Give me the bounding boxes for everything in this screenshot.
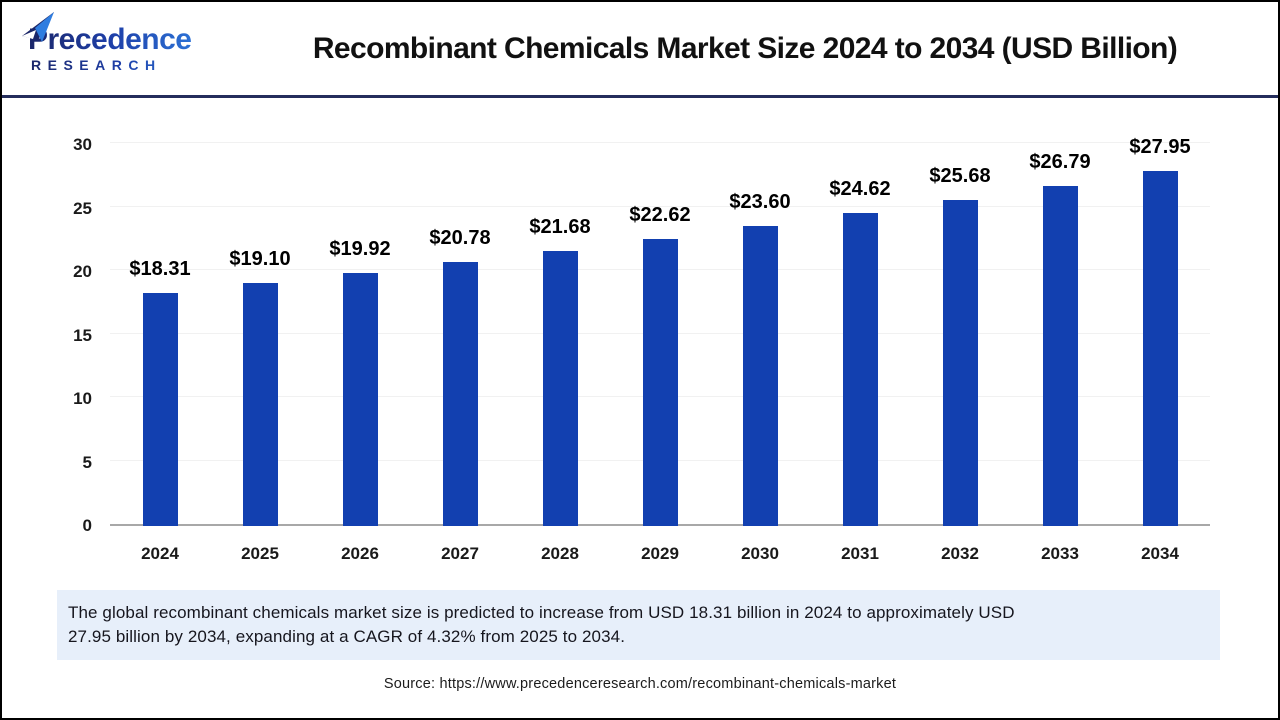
y-axis-label: 25 (73, 198, 92, 218)
bar-column: $25.68 (910, 145, 1010, 526)
x-axis-label: 2029 (641, 544, 679, 563)
x-axis-label: 2024 (141, 544, 179, 563)
bar-2031 (842, 213, 878, 526)
bar-value-label: $23.60 (729, 191, 791, 214)
bar-value-label: $22.62 (629, 203, 691, 226)
bar-2030 (742, 226, 778, 526)
bar-2034 (1142, 171, 1178, 526)
bar-columns: $18.31 $19.10 $19.92 $20.78 $21.68 $22.62 $23.… (110, 136, 1210, 526)
gridline (110, 205, 1210, 207)
title-wrap: Recombinant Chemicals Market Size 2024 t… (212, 32, 1278, 66)
x-axis-label: 2028 (541, 544, 579, 563)
bar-2032 (942, 199, 978, 526)
y-axis-label: 5 (82, 452, 92, 472)
bar-2033 (1042, 185, 1078, 526)
x-axis-label: 2034 (1141, 544, 1179, 563)
y-axis-label: 20 (73, 262, 92, 281)
bar-column: $22.62 (610, 145, 710, 526)
bar-value-label: $18.31 (129, 258, 191, 281)
bar-2025 (242, 283, 278, 526)
chart-area: $18.31 $19.10 $19.92 $20.78 $21.68 $22.62 $23.… (2, 98, 1278, 564)
bar-value-label: $24.62 (829, 178, 891, 201)
description-line: 27.95 billion by 2034, expanding at a CA… (68, 627, 626, 646)
bar-value-label: $25.68 (929, 164, 991, 187)
x-axis-label: 2032 (941, 544, 979, 563)
x-axis-label: 2025 (241, 544, 279, 563)
bar-column: $27.95 (1110, 136, 1210, 526)
bar-column: $18.31 (110, 145, 210, 526)
gridline (110, 142, 1210, 143)
bar-2024 (142, 293, 178, 526)
bar-value-label: $19.92 (329, 238, 391, 261)
precedence-research-logo: Precedence RESEARCH (2, 12, 212, 73)
logo-subtitle: RESEARCH (28, 57, 212, 73)
header: Precedence RESEARCH Recombinant Chemical… (2, 2, 1278, 98)
bar-column: $20.78 (410, 145, 510, 526)
x-axis-label: 2026 (341, 544, 379, 563)
description-box: The global recombinant chemicals market … (57, 590, 1220, 660)
bar-value-label: $27.95 (1129, 136, 1191, 159)
y-axis-label: 30 (73, 135, 92, 154)
bar-column: $24.62 (810, 145, 910, 526)
bar-2029 (642, 238, 678, 526)
bar-value-label: $26.79 (1029, 150, 1091, 173)
description-line: The global recombinant chemicals market … (68, 603, 1015, 622)
bar-column: $23.60 (710, 145, 810, 526)
source-line: Source: https://www.precedenceresearch.c… (383, 676, 897, 692)
logo-name: Precedence (28, 24, 212, 56)
bar-value-label: $19.10 (229, 248, 291, 271)
y-axis-label: 15 (73, 325, 92, 345)
paper-plane-icon (22, 12, 54, 42)
bar-2027 (442, 262, 478, 526)
x-axis-labels: 2024 2025 2026 2027 2028 2029 2030 2031 2032 2033… (110, 536, 1210, 564)
x-axis-label: 2031 (841, 544, 879, 563)
bar-column: $19.10 (210, 145, 310, 526)
bar-2026 (342, 273, 378, 526)
bar-value-label: $20.78 (429, 227, 491, 250)
x-axis-label: 2033 (1041, 544, 1079, 563)
bar-2028 (542, 250, 578, 526)
y-axis-label: 10 (73, 389, 92, 408)
bar-column: $21.68 (510, 145, 610, 526)
bar-column: $19.92 (310, 145, 410, 526)
x-axis-label: 2030 (741, 544, 779, 563)
bar-value-label: $21.68 (529, 215, 591, 238)
y-axis-label: 0 (82, 516, 92, 535)
x-axis-label: 2027 (441, 544, 479, 563)
bar-column: $26.79 (1010, 145, 1110, 526)
page-title: Recombinant Chemicals Market Size 2024 t… (312, 31, 1178, 65)
